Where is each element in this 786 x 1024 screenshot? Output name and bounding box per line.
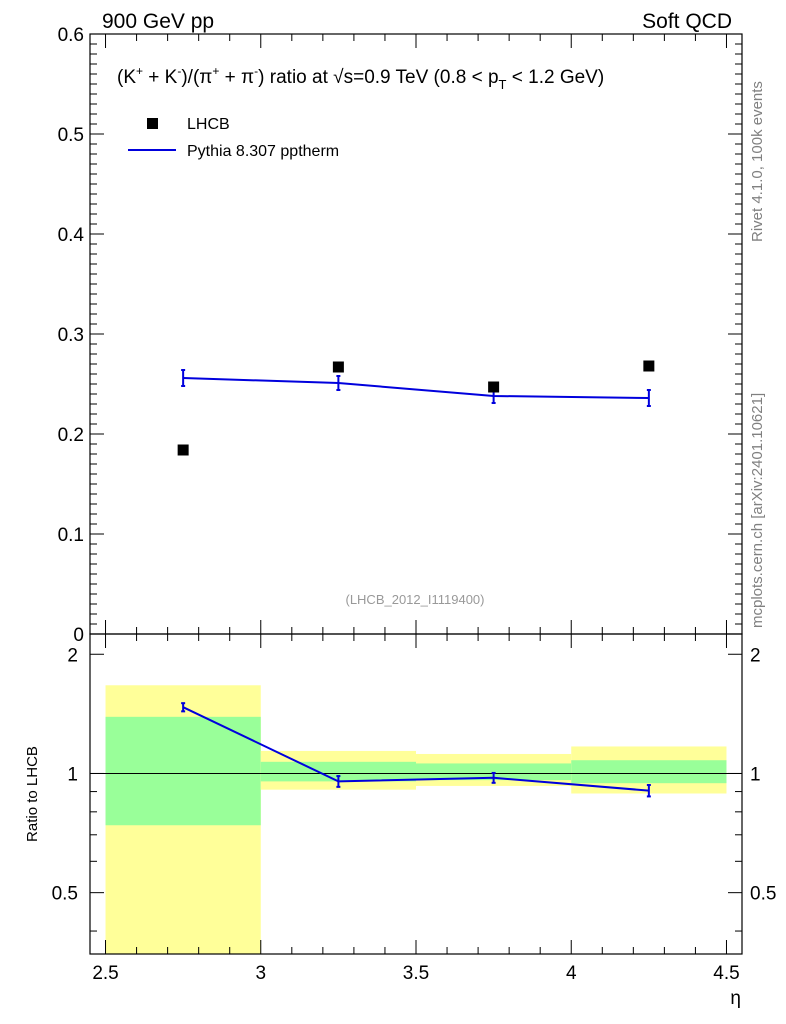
rivet-version-note: Rivet 4.1.0, 100k events bbox=[749, 81, 766, 242]
title-plus2: + bbox=[212, 64, 219, 78]
main-ytick-label-5: 0.5 bbox=[58, 125, 84, 146]
chart-title: (K+ + K-)/(π+ + π-) ratio at √s=0.9 TeV … bbox=[117, 64, 604, 92]
mc-series bbox=[181, 369, 651, 407]
ratio-ytick-right-1: 1 bbox=[750, 764, 761, 785]
data-point bbox=[488, 381, 500, 393]
ratio-ytick-left-1: 1 bbox=[67, 764, 78, 785]
x-axis-label: η bbox=[730, 988, 741, 1009]
ratio-y-ticks bbox=[90, 653, 742, 932]
title-sub: T bbox=[499, 77, 507, 92]
xtick-label-2: 3.5 bbox=[403, 963, 429, 984]
title-minus1: - bbox=[177, 64, 181, 78]
main-y-ticks bbox=[90, 33, 742, 635]
title-open: (K bbox=[117, 67, 136, 88]
title-minus2: - bbox=[254, 64, 258, 78]
title-energy: =0.9 TeV (0.8 < p bbox=[353, 67, 498, 88]
xtick-label-1: 3 bbox=[255, 963, 266, 984]
ratio-x-ticks bbox=[105, 634, 727, 954]
main-x-ticks bbox=[105, 34, 727, 634]
main-panel: 0 0.1 0.2 0.3 0.4 0.5 0.6 (K+ + K-)/(π+ … bbox=[58, 25, 743, 646]
header-right: Soft QCD bbox=[642, 10, 732, 33]
ratio-ytick-right-0: 0.5 bbox=[750, 884, 776, 905]
title-sqrt: √ bbox=[333, 67, 344, 88]
xtick-label-4: 4.5 bbox=[713, 963, 739, 984]
ratio-y-axis-label: Ratio to LHCB bbox=[24, 746, 41, 842]
main-ytick-label-0: 0 bbox=[73, 625, 84, 646]
main-ytick-label-3: 0.3 bbox=[58, 325, 84, 346]
title-mid4: ) ratio at bbox=[258, 67, 333, 88]
ratio-series bbox=[181, 702, 651, 798]
ratio-y-tick-labels: 0.5 1 2 0.5 1 2 bbox=[52, 645, 777, 904]
title-plus1: + bbox=[136, 64, 143, 78]
ratio-ytick-left-0: 0.5 bbox=[52, 884, 78, 905]
ratio-line-path bbox=[182, 706, 649, 792]
legend-mc-label: Pythia 8.307 pptherm bbox=[187, 143, 339, 160]
band-inner bbox=[416, 763, 572, 781]
ratio-panel: 0.5 1 2 0.5 1 2 2.5 3 3.5 4 4.5 Ratio to… bbox=[24, 633, 777, 1009]
main-ytick-label-1: 0.1 bbox=[58, 525, 84, 546]
title-mid3: + π bbox=[219, 67, 254, 88]
ratio-ytick-left-2: 2 bbox=[67, 645, 78, 666]
main-ytick-label-4: 0.4 bbox=[58, 225, 85, 246]
main-ytick-label-6: 0.6 bbox=[58, 25, 84, 46]
mc-line bbox=[183, 377, 649, 399]
data-point bbox=[177, 444, 189, 456]
xtick-label-0: 2.5 bbox=[92, 963, 118, 984]
uncertainty-bands bbox=[105, 685, 727, 954]
legend-data-label: LHCB bbox=[187, 116, 230, 133]
title-s: s bbox=[344, 67, 354, 88]
title-close: < 1.2 GeV) bbox=[506, 67, 604, 88]
ratio-ytick-right-2: 2 bbox=[750, 645, 761, 666]
band-inner bbox=[105, 716, 261, 826]
band-inner bbox=[260, 761, 416, 782]
legend-data-marker bbox=[147, 118, 158, 129]
title-mid2: )/(π bbox=[181, 67, 212, 88]
title-mid1: + K bbox=[143, 67, 178, 88]
header-left: 900 GeV pp bbox=[102, 10, 214, 33]
xtick-label-3: 4 bbox=[566, 963, 577, 984]
main-ytick-label-2: 0.2 bbox=[58, 425, 84, 446]
band-inner bbox=[571, 760, 727, 784]
source-note: mcplots.cern.ch [arXiv:2401.10621] bbox=[749, 393, 766, 628]
analysis-tag: (LHCB_2012_I1119400) bbox=[345, 592, 484, 607]
main-y-tick-labels: 0 0.1 0.2 0.3 0.4 0.5 0.6 bbox=[58, 25, 85, 646]
data-point bbox=[332, 361, 344, 373]
x-tick-labels: 2.5 3 3.5 4 4.5 bbox=[92, 963, 739, 984]
data-series bbox=[177, 360, 655, 456]
data-point bbox=[643, 360, 655, 372]
